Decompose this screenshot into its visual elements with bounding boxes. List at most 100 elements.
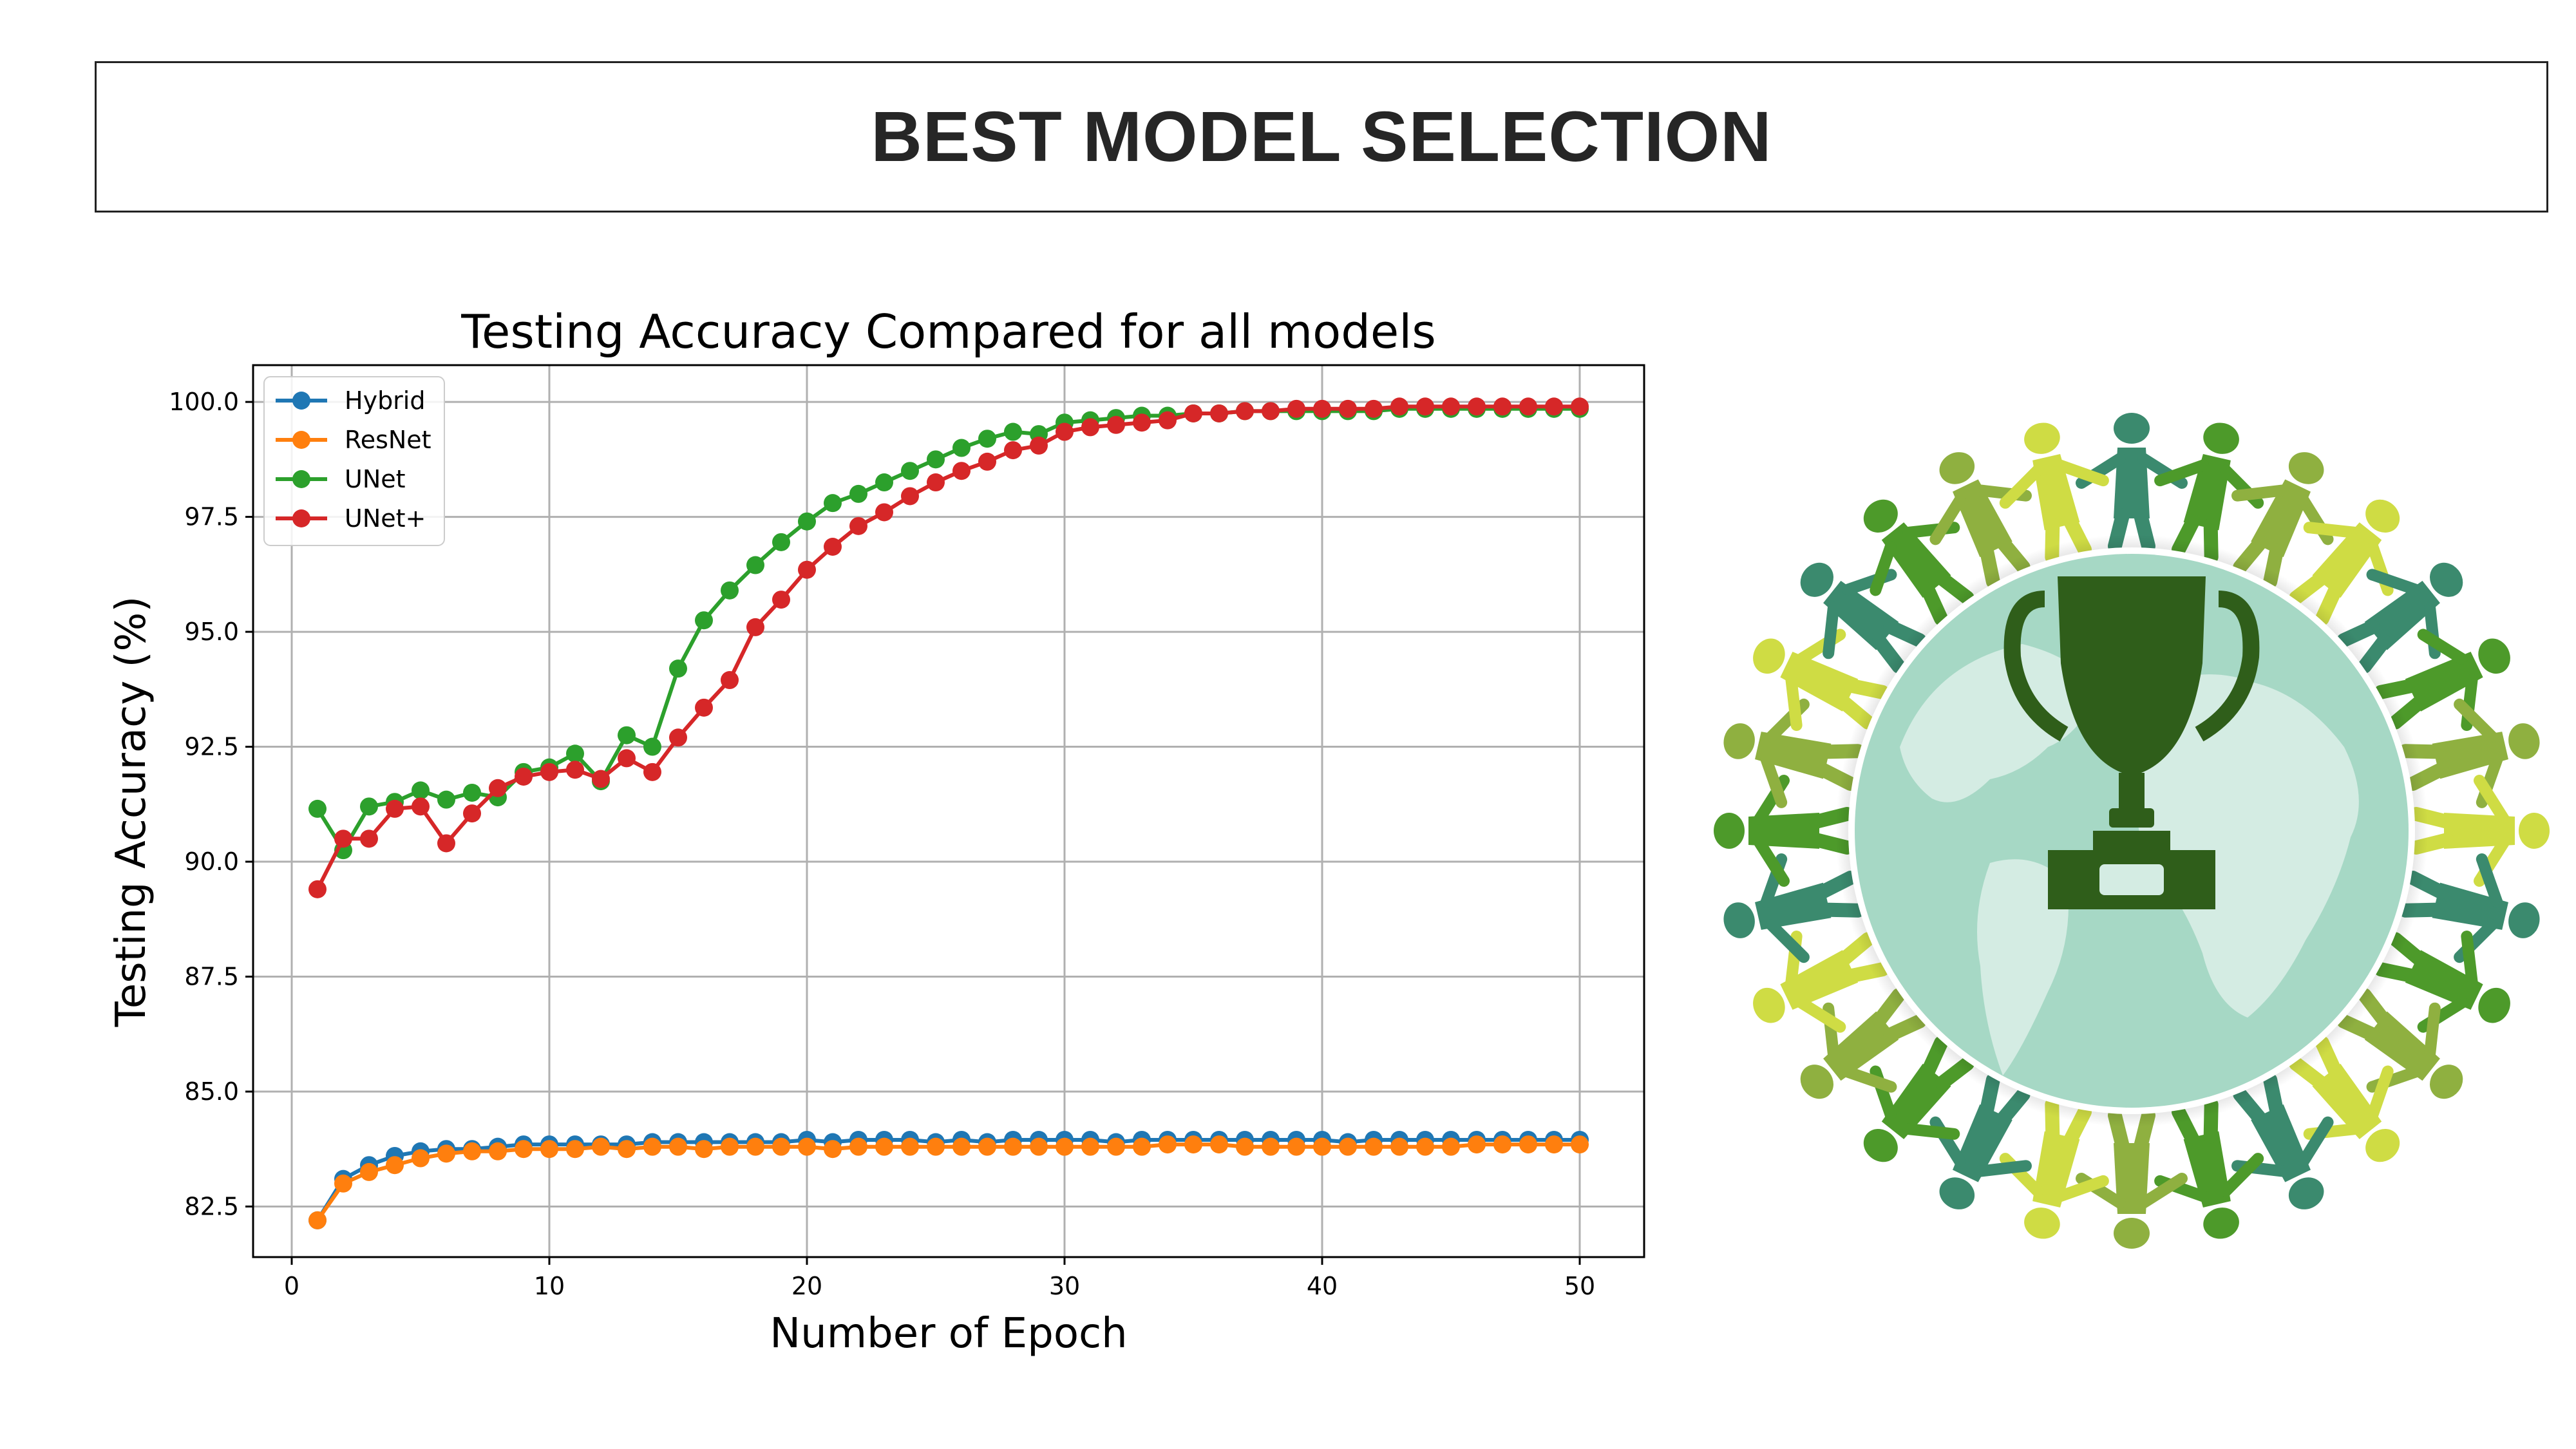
- landmass-north-america: [1900, 644, 2099, 802]
- data-point: [592, 770, 610, 788]
- data-point: [1287, 399, 1305, 418]
- legend-swatch-marker: [292, 392, 310, 410]
- person-figure-icon: [2409, 775, 2550, 887]
- data-point: [798, 560, 816, 579]
- data-point: [746, 556, 764, 574]
- x-tick-label: 0: [284, 1272, 299, 1300]
- data-point: [1365, 399, 1383, 418]
- landmass-south-america: [1977, 859, 2069, 1075]
- accuracy-line-chart: 0 10 20 30 40 50 82.5 85.0 87.5 90.0 92.5 95.0 97.5 1…: [108, 305, 1645, 1358]
- data-point: [1107, 1137, 1125, 1156]
- rect: [2093, 831, 2170, 850]
- data-point: [927, 450, 945, 469]
- data-point: [721, 1137, 739, 1156]
- person-figure-icon: [2336, 988, 2463, 1099]
- data-point: [1056, 422, 1074, 441]
- data-point: [875, 1137, 893, 1156]
- data-point: [308, 1211, 327, 1229]
- person-figure-icon: [1723, 853, 1865, 963]
- data-point: [1030, 1137, 1048, 1156]
- data-point: [849, 484, 867, 503]
- y-tick-label: 87.5: [184, 963, 239, 991]
- data-point: [1262, 1137, 1280, 1156]
- data-point: [386, 1156, 404, 1175]
- data-point: [360, 797, 378, 816]
- legend-label: UNet+: [345, 504, 426, 533]
- data-point: [721, 581, 739, 600]
- path: [2058, 576, 2206, 773]
- data-point: [798, 512, 816, 531]
- data-point: [437, 834, 455, 853]
- landmass-africa-europe: [2136, 674, 2359, 1018]
- data-point: [437, 1144, 455, 1163]
- data-point: [463, 1142, 481, 1160]
- data-point: [618, 749, 636, 768]
- data-point: [721, 671, 739, 690]
- data-point: [978, 1137, 996, 1156]
- data-point: [1313, 1137, 1331, 1156]
- slide-title: BEST MODEL SELECTION: [871, 97, 1772, 176]
- data-point: [463, 783, 481, 802]
- series-resnet: [308, 1135, 1589, 1229]
- data-point: [875, 473, 893, 492]
- data-point: [566, 1140, 584, 1159]
- data-point: [540, 762, 558, 781]
- rect: [2119, 773, 2145, 811]
- data-point: [901, 487, 919, 506]
- series-unet-: [308, 397, 1589, 898]
- data-point: [643, 762, 661, 781]
- chart-ticks: 0 10 20 30 40 50 82.5 85.0 87.5 90.0 92.5 95.0 97.5 1…: [169, 388, 1595, 1300]
- data-point: [952, 439, 971, 457]
- data-point: [1081, 418, 1099, 437]
- data-point: [669, 659, 687, 678]
- data-point: [798, 1137, 816, 1156]
- data-point: [849, 516, 867, 535]
- data-point: [1287, 1137, 1305, 1156]
- data-point: [695, 698, 713, 717]
- x-tick-label: 10: [534, 1272, 565, 1300]
- data-point: [1133, 1137, 1151, 1156]
- data-point: [618, 1140, 636, 1159]
- data-point: [669, 728, 687, 747]
- data-point: [695, 1140, 713, 1159]
- chart-grid: [253, 365, 1644, 1257]
- plot-frame: [252, 364, 1645, 1258]
- data-point: [308, 880, 327, 898]
- y-tick-label: 90.0: [184, 848, 239, 876]
- legend-item: UNet: [276, 465, 406, 493]
- y-tick-label: 92.5: [184, 733, 239, 761]
- person-figure-icon: [2231, 1072, 2334, 1209]
- data-point: [1545, 397, 1563, 416]
- data-point: [1030, 436, 1048, 455]
- x-tick-label: 20: [791, 1272, 822, 1300]
- data-point: [1493, 1135, 1511, 1154]
- data-point: [772, 533, 790, 551]
- x-tick-label: 50: [1564, 1272, 1595, 1300]
- data-point: [1390, 397, 1408, 416]
- person-figure-icon: [2076, 1108, 2188, 1249]
- data-point: [746, 618, 764, 636]
- data-point: [1416, 397, 1434, 416]
- data-point: [618, 726, 636, 744]
- data-point: [875, 503, 893, 522]
- data-point: [412, 1149, 430, 1168]
- person-figure-icon: [2398, 853, 2540, 963]
- person-figure-icon: [2336, 562, 2463, 674]
- data-point: [566, 761, 584, 779]
- trophy-globe-people-ring-icon: [1714, 413, 2550, 1249]
- y-tick-label: 85.0: [184, 1077, 239, 1106]
- data-point: [1184, 404, 1202, 422]
- data-point: [643, 737, 661, 756]
- data-point: [978, 430, 996, 448]
- data-point: [1571, 1135, 1589, 1154]
- data-point: [1004, 1137, 1022, 1156]
- data-point: [360, 1162, 378, 1181]
- data-point: [849, 1137, 867, 1156]
- data-point: [437, 790, 455, 809]
- chart-title: Testing Accuracy Compared for all models: [460, 305, 1435, 359]
- person-figure-icon: [1753, 931, 1890, 1033]
- legend-swatch-marker: [292, 431, 310, 449]
- path: [2195, 591, 2260, 742]
- data-point: [952, 1137, 971, 1156]
- data-point: [1442, 397, 1460, 416]
